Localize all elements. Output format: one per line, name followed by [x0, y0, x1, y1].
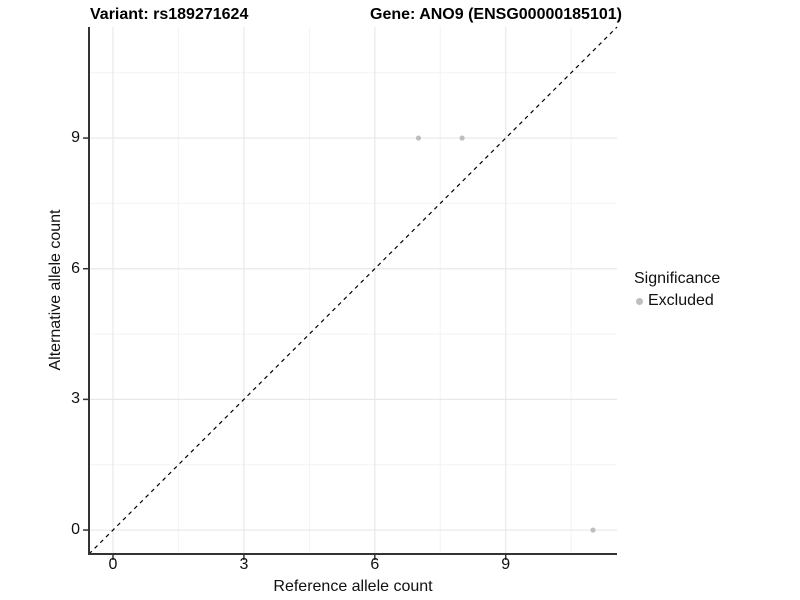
x-tick-label: 6: [370, 556, 380, 573]
legend-title: Significance: [634, 270, 721, 287]
legend-entry: Excluded: [636, 292, 720, 310]
y-tick-label: 3: [71, 390, 80, 408]
y-tick-label: 6: [71, 259, 80, 277]
data-point: [590, 527, 596, 533]
y-tick-label: 9: [71, 129, 80, 147]
x-tick-label: 0: [108, 556, 118, 573]
data-point: [459, 135, 465, 141]
data-point: [415, 135, 422, 141]
identity-dashed-line: [88, 26, 618, 555]
legend: Significance Excluded: [634, 270, 720, 310]
gene-title: Gene: ANO9 (ENSG00000185101): [370, 6, 622, 23]
x-tick-label: 9: [501, 556, 511, 573]
variant-title: Variant: rs189271624: [90, 6, 249, 23]
legend-key-dot: [636, 297, 643, 305]
legend-entries: Excluded: [634, 292, 720, 310]
x-tick-label: 3: [239, 556, 249, 573]
y-tick-label: 0: [71, 521, 80, 539]
legend-entry-label: Excluded: [648, 292, 714, 309]
x-axis-title: Reference allele count: [273, 578, 433, 595]
